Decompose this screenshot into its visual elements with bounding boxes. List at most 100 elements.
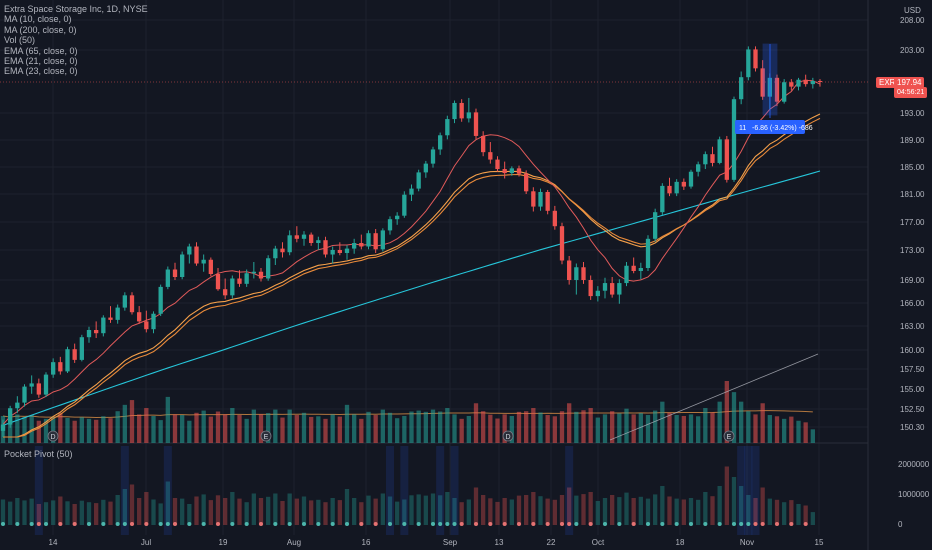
pocket-pivot-label[interactable]: Pocket Pivot (50) xyxy=(4,449,73,459)
volume-bar xyxy=(101,416,106,443)
pivot-dot xyxy=(567,522,572,526)
volume-bar xyxy=(244,418,249,443)
candle-body xyxy=(258,271,264,279)
pocket-pivot-bar xyxy=(524,495,529,525)
candle-body xyxy=(438,135,443,150)
candle-body xyxy=(43,374,49,395)
pocket-pivot-bar xyxy=(22,500,27,525)
candle-body xyxy=(416,172,421,189)
volume-bar xyxy=(531,408,536,443)
pocket-pivot-bar xyxy=(244,502,249,525)
pocket-pivot-bar xyxy=(137,498,142,525)
pocket-pivot-bar xyxy=(208,500,213,525)
volume-bar xyxy=(352,414,357,443)
candle-body xyxy=(531,191,536,207)
pocket-pivot-bar xyxy=(337,500,342,525)
pocket-pivot-bar xyxy=(459,502,464,525)
pivot-dot xyxy=(803,522,808,526)
pocket-pivot-bar xyxy=(495,501,500,525)
pocket-pivot-bar xyxy=(223,498,228,525)
volume-bar xyxy=(208,416,213,443)
pivot-dot xyxy=(345,522,349,526)
time-tick-label: 13 xyxy=(495,538,504,547)
candle-body xyxy=(452,102,457,120)
candle-body xyxy=(366,233,371,247)
time-tick-label: Aug xyxy=(287,538,301,547)
pocket-pivot-bar xyxy=(516,495,522,525)
candle-body xyxy=(667,185,672,194)
pivot-dot xyxy=(545,522,550,526)
price-axis[interactable]: 208.00 203.00 193.00 189.00 185.00 181.00 177.… xyxy=(900,16,925,432)
pocket-pivot-bar xyxy=(151,499,156,525)
pivot-dot xyxy=(438,522,443,526)
volume-bar xyxy=(423,411,428,443)
price-tick-label: 185.00 xyxy=(900,163,925,172)
volume-bar xyxy=(739,401,744,443)
pivot-highlight xyxy=(400,446,409,535)
pocket-pivot-bar xyxy=(703,492,708,525)
legend-indicator[interactable]: EMA (21, close, 0) xyxy=(4,56,78,67)
pocket-pivot-bar xyxy=(344,489,350,525)
pivot-highlight xyxy=(751,446,760,535)
legend-indicator[interactable]: Vol (50) xyxy=(4,35,36,46)
pocket-pivot-bar xyxy=(631,498,636,525)
measure-tool[interactable]: 11 -6.86 (-3.42%) -686 xyxy=(735,43,813,134)
candle-body xyxy=(731,99,737,180)
candle-body xyxy=(201,259,206,264)
marker-label: E xyxy=(264,434,269,441)
legend-indicator[interactable]: MA (10, close, 0) xyxy=(4,14,72,25)
candle-body xyxy=(509,168,514,174)
pocket-pivot-bar xyxy=(617,497,622,525)
legend-indicator[interactable]: EMA (23, close, 0) xyxy=(4,66,78,77)
candle-body xyxy=(344,248,350,253)
legend-symbol[interactable]: Extra Space Storage Inc, 1D, NYSE xyxy=(4,4,148,14)
price-tick-label: 152.50 xyxy=(900,405,925,414)
pocket-pivot-bar xyxy=(538,496,543,525)
pocket-pivot-bar xyxy=(710,496,715,525)
pocket-pivot-bar xyxy=(58,496,63,525)
candle-body xyxy=(215,274,221,290)
pivot-dot xyxy=(488,522,493,526)
legend-indicator[interactable]: MA (200, close, 0) xyxy=(4,24,77,35)
pivot-dot xyxy=(244,522,249,526)
marker-label: E xyxy=(727,434,732,441)
pivot-dot xyxy=(29,522,34,526)
volume-bar xyxy=(767,415,772,443)
pivot-dot xyxy=(431,522,435,526)
candle-body xyxy=(266,258,271,279)
volume-bar xyxy=(473,403,479,443)
pocket-pivot-bar xyxy=(380,493,385,525)
pivot-highlight xyxy=(120,446,129,535)
pocket-pivot-bar xyxy=(201,494,206,525)
pivot-dot xyxy=(739,522,744,526)
volume-axis[interactable]: 2000000 1000000 0 xyxy=(898,460,930,529)
candle-body xyxy=(395,215,400,220)
volume-bar xyxy=(753,414,758,443)
volume-bar xyxy=(58,412,63,443)
volume-bar xyxy=(151,415,156,443)
price-tick-label: 166.00 xyxy=(900,299,925,308)
legend-indicator[interactable]: EMA (65, close, 0) xyxy=(4,45,78,56)
volume-bar xyxy=(588,408,593,443)
volume-bar xyxy=(22,416,27,443)
pivot-dot xyxy=(330,522,335,526)
volume-bar xyxy=(674,415,679,443)
pivot-dot xyxy=(287,522,292,526)
volume-bar xyxy=(158,420,163,443)
time-axis[interactable]: 14 Jul 19 Aug 16 Sep 13 22 Oct 18 Nov 15 xyxy=(49,538,824,547)
volume-bar xyxy=(43,418,49,443)
candle-body xyxy=(8,408,13,425)
pivot-highlight xyxy=(450,446,459,535)
pocket-pivot-bar xyxy=(753,498,758,525)
volume-bar xyxy=(94,419,99,443)
pocket-pivot-bar xyxy=(273,493,278,525)
pocket-pivot-bar xyxy=(352,498,357,525)
time-tick-label: Nov xyxy=(740,538,754,547)
candle-body xyxy=(244,273,249,284)
pivot-dot xyxy=(115,522,120,526)
pivot-dot xyxy=(230,522,235,526)
volume-bar xyxy=(237,415,242,443)
pocket-pivot-bar xyxy=(94,503,99,525)
volume-bar xyxy=(373,415,378,443)
